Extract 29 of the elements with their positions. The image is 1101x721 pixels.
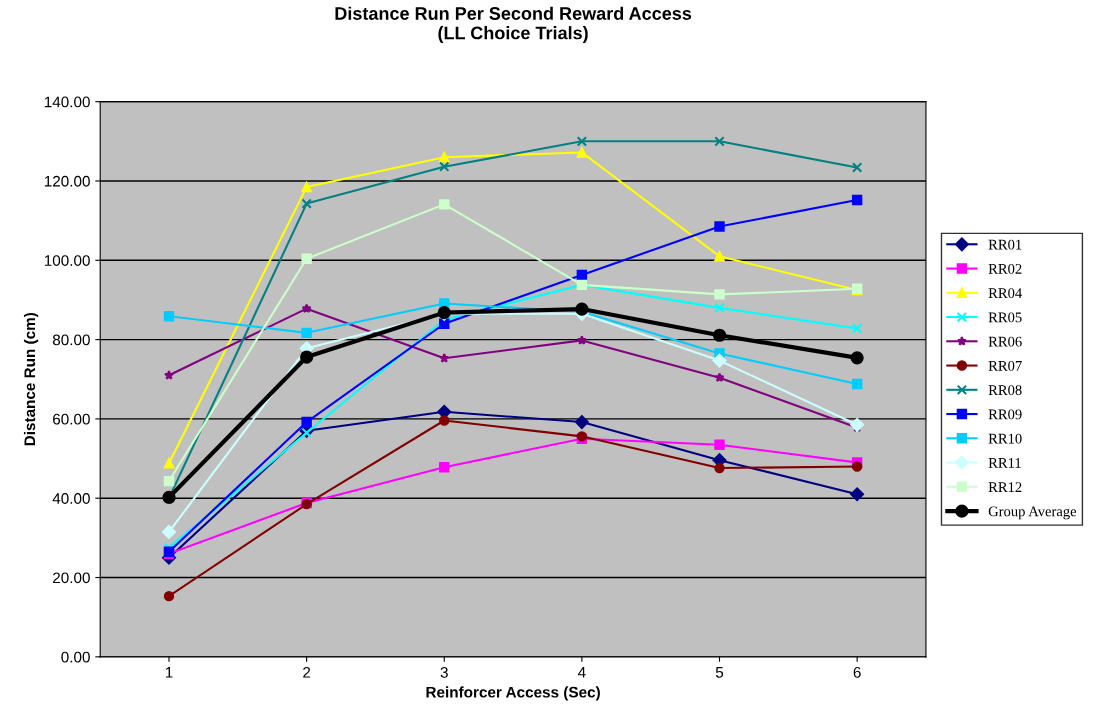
y-tick-label: 20.00 [53, 572, 90, 584]
legend-label: RR05 [988, 312, 1022, 323]
y-tick-label: 120.00 [44, 175, 90, 187]
x-tick-label: 2 [303, 666, 311, 678]
legend-label: RR08 [988, 385, 1022, 396]
legend-label: RR12 [988, 482, 1022, 492]
chart-title: Distance Run Per Second Reward Access (LL Choice Trials) [335, 6, 692, 43]
legend-label: RR09 [988, 409, 1022, 420]
y-tick-label: 0.00 [61, 651, 90, 663]
x-tick-label: 3 [440, 666, 448, 678]
y-tick-label: 100.00 [44, 255, 90, 266]
legend-label: Group Average [988, 506, 1077, 520]
x-tick-label: 6 [853, 666, 861, 678]
legend-label: RR04 [988, 288, 1022, 299]
x-tick-label: 5 [715, 667, 724, 678]
x-tick-label: 4 [577, 667, 586, 678]
y-tick-label: 40.00 [52, 493, 90, 504]
x-tick-label: 1 [165, 667, 173, 678]
legend-label: RR06 [988, 336, 1022, 347]
legend-label: RR07 [988, 360, 1022, 371]
y-tick-label: 80.00 [52, 334, 90, 346]
legend-label: RR01 [988, 239, 1022, 250]
legend-label: RR02 [988, 263, 1022, 274]
y-tick-label: 140.00 [44, 96, 90, 108]
x-axis-title: Reinforcer Access (Sec) [426, 686, 600, 701]
legend-label: RR11 [988, 458, 1021, 468]
y-axis-title: Distance Run (cm) [23, 312, 39, 446]
y-tick-label: 60.00 [53, 413, 90, 425]
legend-label: RR10 [988, 433, 1022, 444]
